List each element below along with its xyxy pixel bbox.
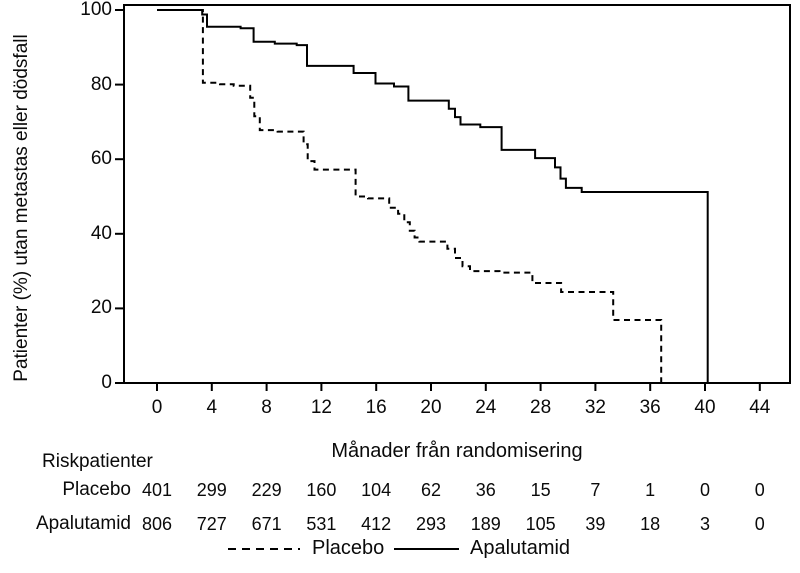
y-tick-label: 40: [90, 222, 112, 244]
risk-count-placebo: 62: [420, 480, 442, 500]
risk-count-apalutamid: 727: [196, 514, 227, 534]
x-tick-label: 12: [310, 397, 332, 418]
km-curve-apalutamid: [157, 9, 709, 383]
legend-label-placebo: Placebo: [312, 537, 385, 559]
risk-count-placebo: 0: [699, 480, 710, 500]
y-tick-label: 0: [101, 372, 112, 393]
risk-count-placebo: 104: [361, 480, 392, 500]
risk-count-apalutamid: 39: [585, 514, 606, 534]
risk-count-apalutamid: 3: [699, 514, 710, 534]
legend-label-apalutamid: Apalutamid: [470, 537, 571, 559]
x-tick-label: 8: [261, 397, 272, 418]
x-tick-label: 16: [365, 397, 387, 418]
x-tick-label: 24: [475, 397, 497, 418]
risk-count-placebo: 160: [306, 480, 337, 500]
risk-count-placebo: 401: [141, 480, 173, 500]
risk-count-apalutamid: 671: [251, 514, 282, 534]
plot-box: [123, 4, 791, 384]
risk-count-placebo: 229: [251, 480, 282, 500]
km-curve-placebo: [157, 9, 663, 383]
x-axis-label: Månader från randomisering: [331, 440, 583, 462]
risk-count-apalutamid: 412: [361, 514, 392, 534]
risk-count-placebo: 0: [754, 480, 765, 500]
risk-count-placebo: 299: [196, 480, 227, 500]
risk-count-apalutamid: 189: [470, 514, 501, 534]
risk-count-placebo: 15: [530, 480, 551, 500]
risk-count-apalutamid: 18: [640, 514, 661, 534]
y-tick-label: 100: [80, 0, 112, 20]
risk-count-apalutamid: 105: [525, 514, 556, 534]
risk-count-apalutamid: 0: [754, 514, 765, 534]
x-tick-label: 40: [694, 397, 716, 418]
x-tick-label: 44: [749, 397, 771, 418]
x-tick-label: 20: [420, 397, 442, 418]
risk-count-apalutamid: 293: [415, 514, 447, 534]
risk-row-label-placebo: Placebo: [62, 479, 131, 500]
y-tick-label: 60: [90, 148, 112, 170]
risk-count-apalutamid: 531: [306, 514, 337, 534]
risk-table-title: Riskpatienter: [42, 451, 153, 472]
x-tick-label: 36: [639, 397, 661, 418]
x-tick-label: 28: [530, 397, 552, 418]
y-tick-label: 20: [90, 297, 112, 319]
y-axis-label: Patienter (%) utan metastas eller dödsfa…: [11, 34, 32, 382]
risk-count-placebo: 7: [590, 480, 601, 500]
y-tick-label: 80: [90, 73, 112, 95]
x-tick-label: 0: [151, 397, 163, 418]
risk-count-apalutamid: 806: [141, 514, 173, 534]
x-tick-label: 32: [584, 397, 606, 418]
risk-count-placebo: 1: [645, 480, 656, 500]
x-tick-label: 4: [206, 397, 218, 418]
risk-row-label-apalutamid: Apalutamid: [35, 513, 131, 534]
risk-count-placebo: 36: [475, 480, 496, 500]
